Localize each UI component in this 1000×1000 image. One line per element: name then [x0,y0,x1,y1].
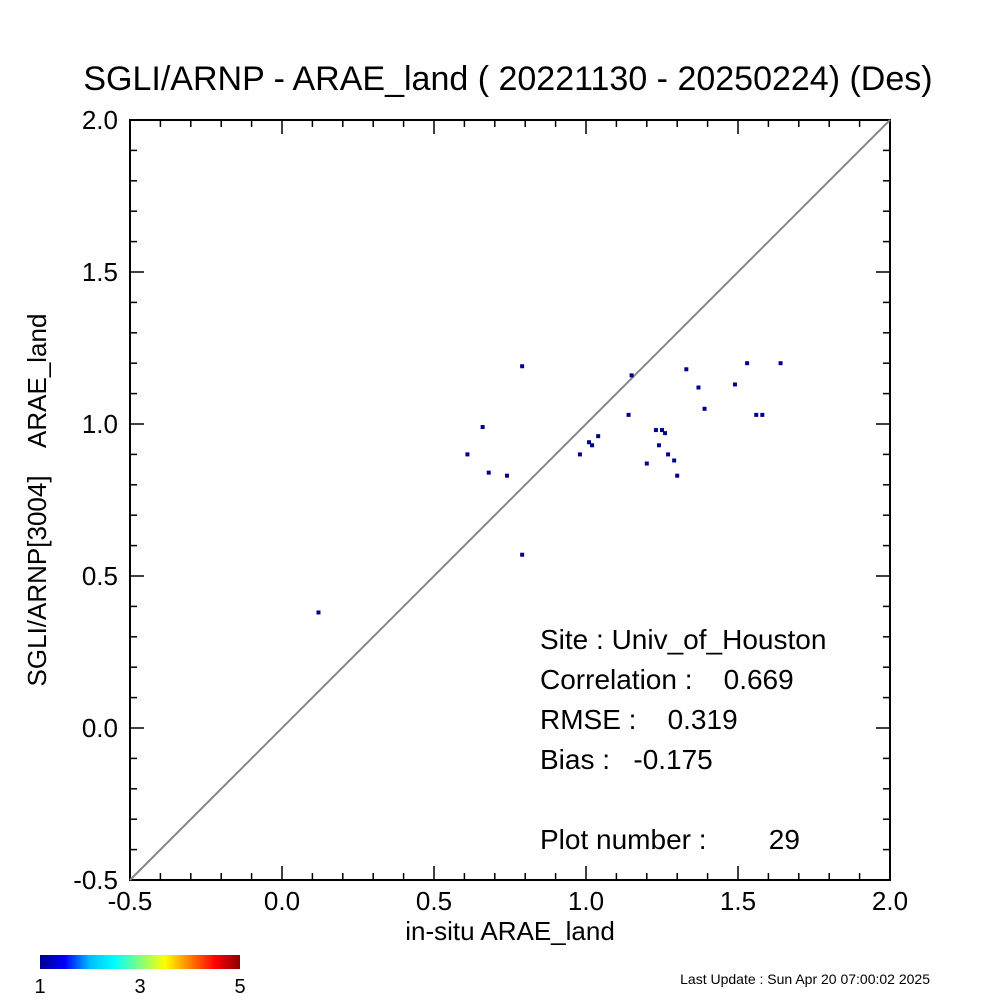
data-point [587,440,592,445]
data-point [656,443,661,448]
one-to-one-line [129,119,891,881]
y-axis-label: SGLI/ARNP[3004] ARAE_land [22,314,52,687]
data-point [577,452,582,457]
data-point [626,412,631,417]
data-point [754,412,759,417]
chart-title: SGLI/ARNP - ARAE_land ( 20221130 - 20250… [83,60,932,98]
axis-ticks [129,119,891,881]
data-point [660,428,664,433]
data-point [480,425,485,430]
y-tick-label: 0.5 [82,561,118,591]
x-tick-label: 0.5 [416,886,452,916]
y-tick-label: 2.0 [82,105,118,135]
data-point [590,443,595,448]
colorbar-label-min: 1 [34,976,45,998]
colorbar [40,955,240,969]
x-tick-label: 2.0 [872,886,908,916]
data-point [629,373,634,378]
data-point [663,431,668,436]
stat-plot-number: Plot number : 29 [540,824,800,855]
x-axis-label: in-situ ARAE_land [405,916,615,946]
data-point [702,406,707,411]
y-tick-label: 0.0 [82,713,118,743]
stat-site: Site : Univ_of_Houston [540,624,826,655]
y-tick-label: 1.0 [82,409,118,439]
data-point [520,364,525,369]
data-point [486,470,491,475]
x-tick-label: -0.5 [108,886,153,916]
data-point [596,434,601,439]
y-tick-label: -0.5 [73,865,118,895]
data-point [504,473,509,478]
data-point [732,382,737,387]
data-point [653,428,658,433]
data-point [666,452,671,457]
colorbar-label-max: 5 [234,976,245,998]
stat-bias: Bias : -0.175 [540,744,713,775]
data-point [672,458,677,463]
stats-box: Site : Univ_of_Houston Correlation : 0.6… [540,624,826,855]
y-tick-labels: -0.5 0.0 0.5 1.0 1.5 2.0 [73,105,118,895]
data-point [675,473,680,478]
stat-correlation: Correlation : 0.669 [540,664,794,695]
data-point [520,552,525,557]
y-tick-label: 1.5 [82,257,118,287]
data-point [760,412,765,417]
x-tick-labels: -0.5 0.0 0.5 1.0 1.5 2.0 [108,886,908,916]
data-point [684,367,689,372]
x-tick-label: 1.0 [568,886,604,916]
data-point [316,610,321,615]
data-point [644,461,649,466]
data-point [696,385,701,390]
colorbar-label-mid: 3 [134,976,145,998]
data-points [316,361,783,615]
data-point [745,361,750,366]
x-tick-label: 0.0 [264,886,300,916]
plot-frame [129,119,891,881]
x-tick-label: 1.5 [720,886,756,916]
stat-rmse: RMSE : 0.319 [540,704,738,735]
data-point [465,452,470,457]
last-update: Last Update : Sun Apr 20 07:00:02 2025 [680,971,930,987]
data-point [778,361,783,366]
